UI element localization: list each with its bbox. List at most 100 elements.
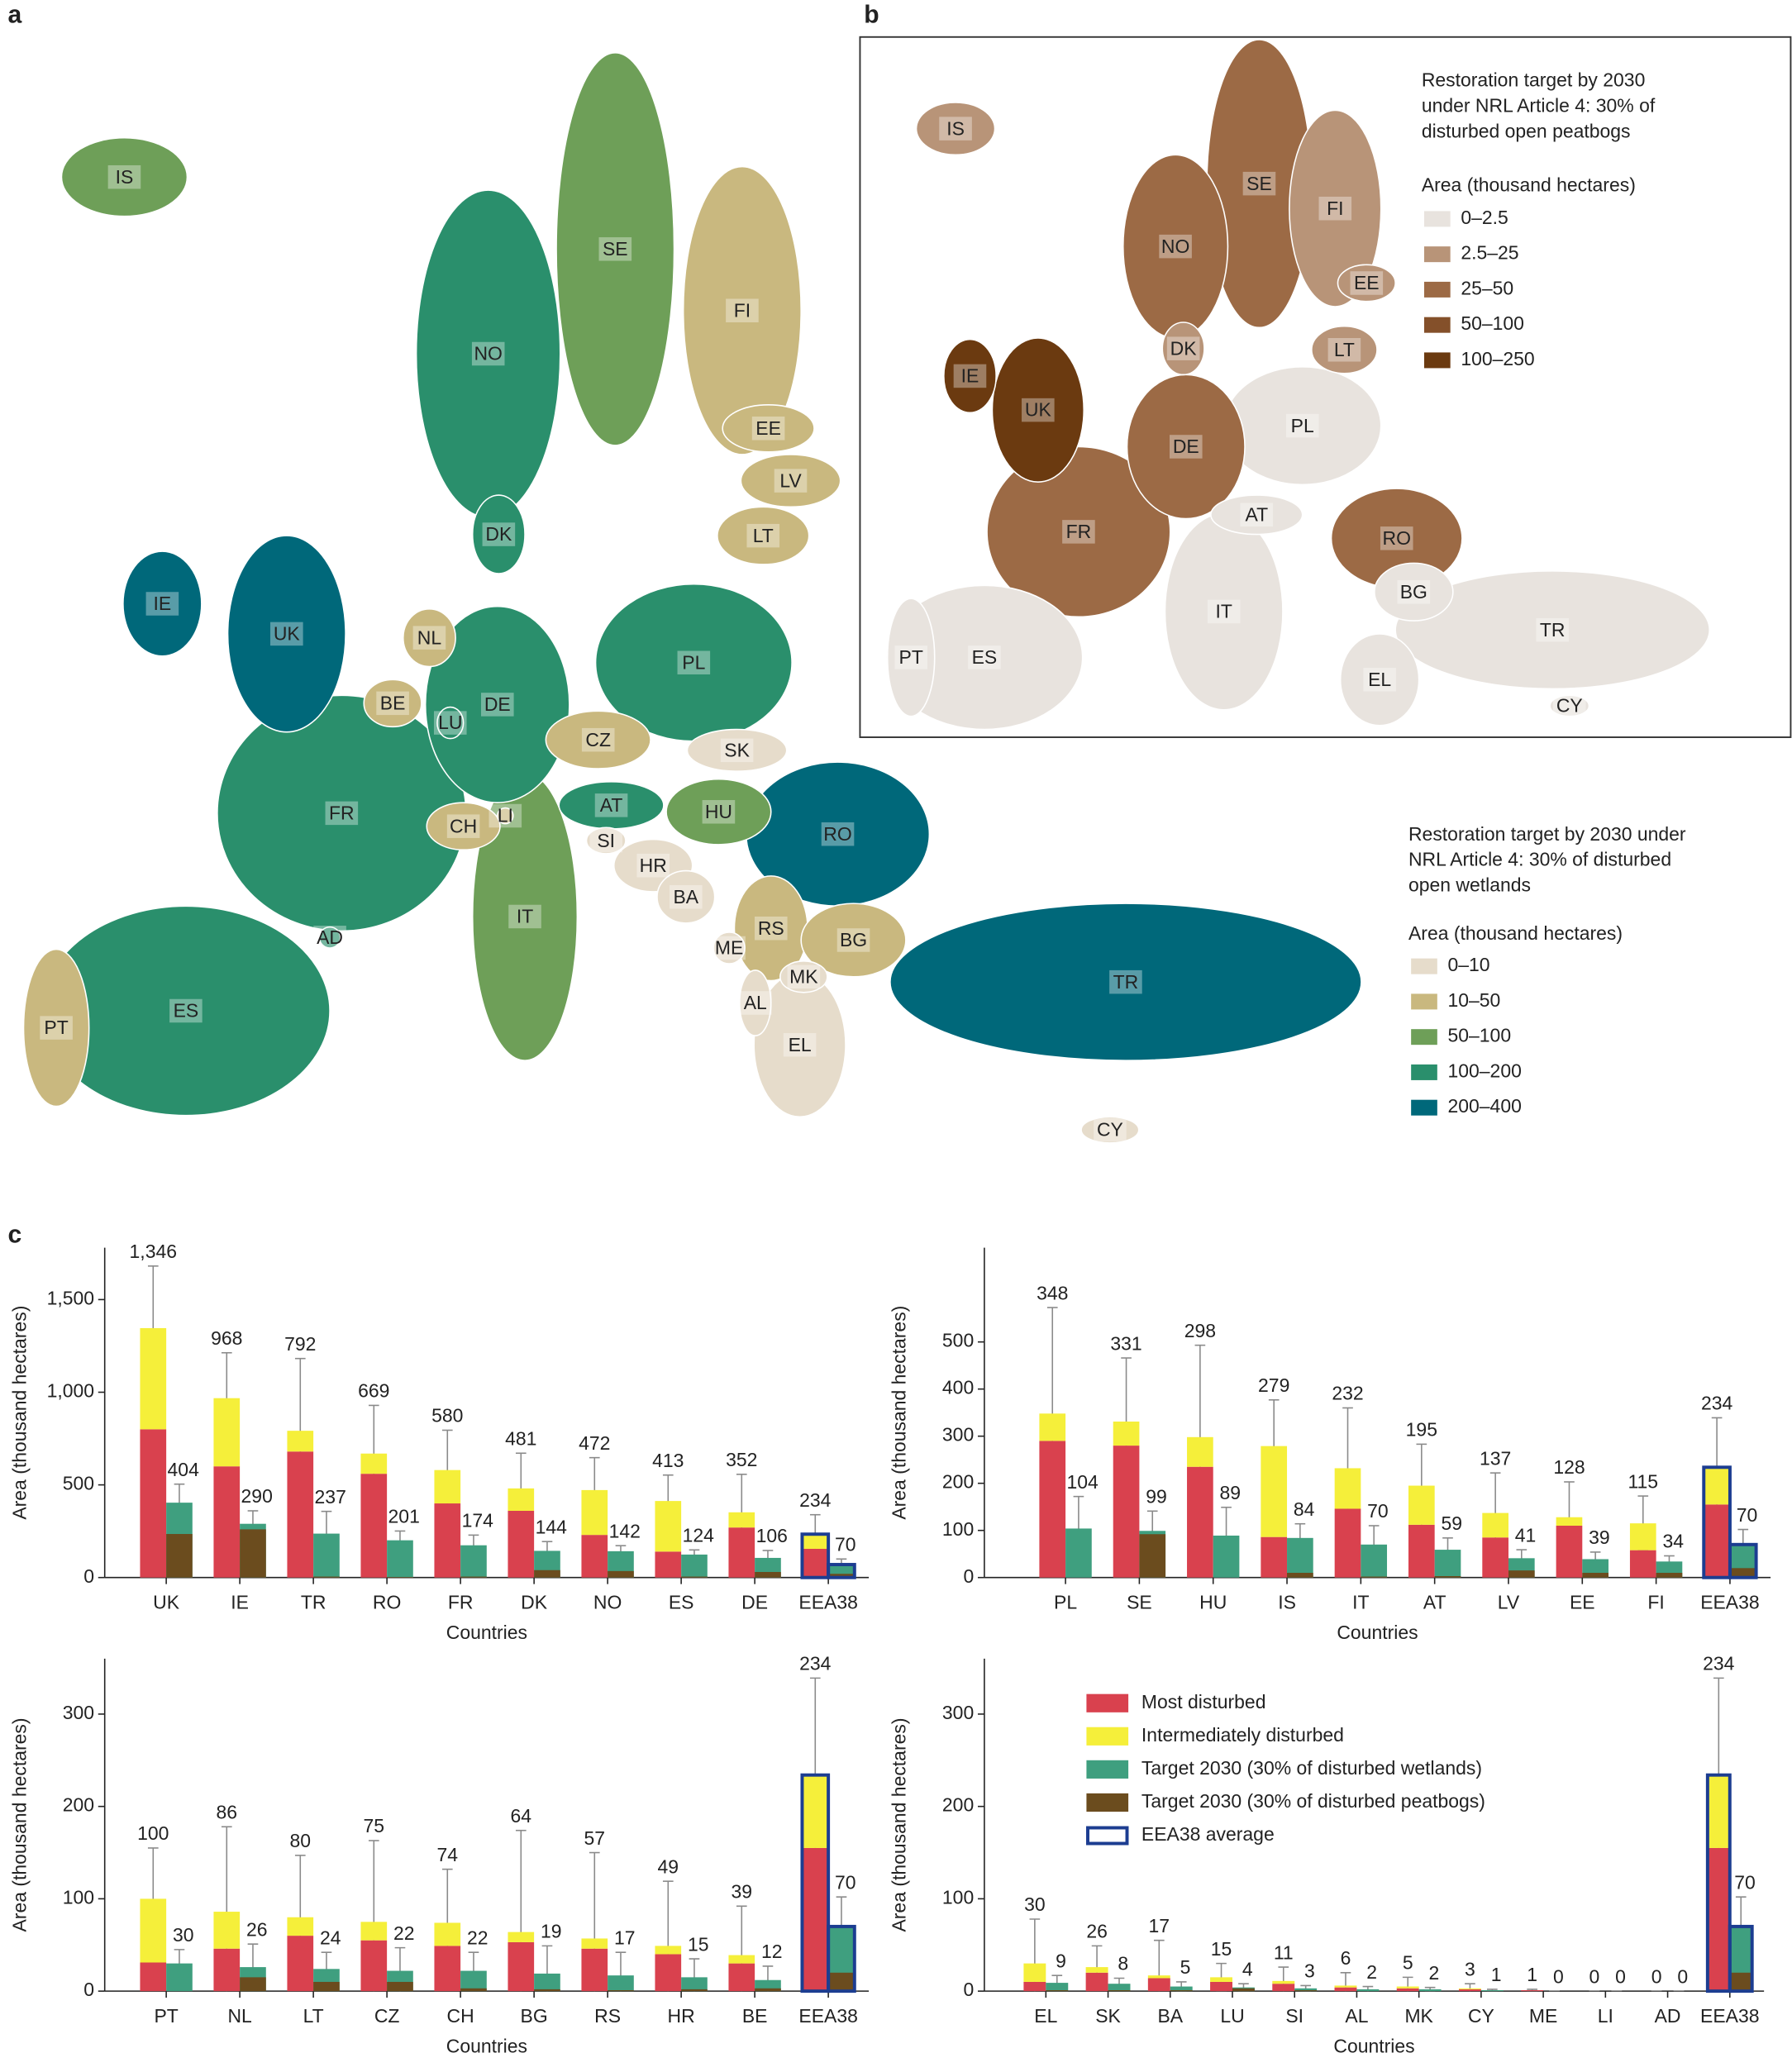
country-label: PT [899,646,923,668]
x-tick-label: DK [521,1591,548,1612]
y-tick-label: 0 [83,1565,94,1587]
total-label: 26 [1086,1921,1108,1942]
country-label: IT [517,906,533,927]
country-label-box [677,650,711,675]
total-label: 86 [217,1801,238,1822]
legend-subtitle: Area (thousand hectares) [1408,922,1623,944]
y-tick-label: 300 [942,1424,974,1446]
country-label-box [508,904,541,929]
country-shape [656,869,716,924]
target-label: 0 [1677,1965,1688,1987]
x-tick-label: AT [1423,1591,1446,1612]
bar-target-peatbogs [1656,1573,1683,1578]
x-tick-label: EEA38 [798,2005,857,2027]
total-label: 115 [1628,1470,1658,1492]
total-label: 298 [1184,1320,1216,1341]
country-shape [1337,264,1396,302]
country-shape [885,584,1084,731]
country-label: FR [1066,521,1092,542]
total-label: 234 [1703,1653,1735,1674]
country-label: DE [1173,436,1199,457]
bar-intermediately-disturbed [434,1469,461,1504]
y-tick-label: 100 [942,1518,974,1540]
x-tick-label: EL [1034,2005,1057,2027]
country-label: ME [715,937,743,959]
country-label-box [1363,668,1396,692]
x-tick-label: HR [668,2005,695,2027]
target-label: 30 [173,1924,194,1946]
target-label: 0 [1615,1965,1626,1987]
total-label: 234 [1701,1393,1733,1414]
bar-most-disturbed [1521,1990,1544,1992]
bar-target-peatbogs [313,1576,340,1578]
x-tick-label: UK [153,1591,180,1612]
total-label: 279 [1258,1374,1289,1396]
legend-title: Restoration target by 2030 under [1408,823,1686,845]
x-tick-label: NO [593,1591,622,1612]
x-tick-label: BG [521,2005,548,2027]
x-tick-label: RS [594,2005,621,2027]
country-label: CY [1556,695,1583,717]
bar-target-wetlands [1418,1989,1442,1992]
country-label-box [594,793,628,817]
country-label: DE [484,693,511,715]
bar-target-wetlands [1434,1550,1461,1578]
total-label: 195 [1406,1419,1437,1441]
bar-most-disturbed [287,1936,314,1992]
country-label: NL [417,626,441,648]
country-shape [60,136,188,217]
bar-target-wetlands [1480,1990,1504,1992]
x-tick-label: CZ [374,2005,400,2027]
legend-label: 0–10 [1448,954,1490,975]
country-label-box [1327,338,1361,362]
country-label-box [145,592,179,616]
bar-target-peatbogs [313,1981,340,1992]
country-label-box [836,928,870,952]
y-tick-label: 1,000 [47,1380,94,1402]
bar-most-disturbed [1113,1446,1140,1578]
country-label-box [774,469,808,493]
panel-letter: c [8,1221,22,1248]
bar-most-disturbed [1408,1524,1435,1578]
country-label: SE [1246,173,1272,194]
country-label: DK [485,523,512,545]
country-label-box [1159,234,1192,259]
x-tick-label: AL [1345,2005,1368,2027]
bar-target-wetlands [1108,1984,1131,1992]
bar-panel: 0 500 1,000 1,500 Countries Area (thousand he… [8,1241,870,1643]
country-label-box [1240,503,1274,527]
country-shape [686,728,788,772]
total-label: 1 [1527,1964,1537,1985]
bar-target-wetlands [387,1540,413,1578]
target-label: 404 [168,1459,200,1480]
bar-target-peatbogs [1582,1573,1609,1578]
target-label: 2 [1428,1962,1439,1984]
bar-most-disturbed [1187,1466,1213,1578]
country-label-box [1169,435,1203,459]
country-label-box [471,341,505,366]
country-shape [22,948,90,1107]
bar-intermediately-disturbed [1556,1517,1583,1526]
y-tick-label: 500 [63,1473,94,1494]
country-label-box [480,693,514,717]
bar-most-disturbed [1039,1441,1066,1578]
bar-intermediately-disturbed [140,1898,167,1963]
bar-most-disturbed [1023,1981,1046,1992]
target-label: 99 [1146,1486,1167,1508]
country-label: UK [1025,399,1052,421]
bar-target-peatbogs [1139,1534,1166,1578]
x-axis-label: Countries [446,1622,527,1643]
x-tick-label: DE [741,1591,768,1612]
target-label: 34 [1662,1531,1684,1552]
bar-intermediately-disturbed [1085,1967,1108,1973]
country-label: BA [674,886,699,907]
total-label: 669 [358,1380,389,1402]
legend-swatch [1086,1826,1129,1846]
country-label: LI [498,805,513,826]
country-label-box [598,237,632,261]
bar-intermediately-disturbed [1272,1980,1295,1984]
legend-label: Intermediately disturbed [1141,1724,1344,1746]
target-label: 70 [835,1534,856,1555]
x-tick-label: BA [1157,2005,1183,2027]
country-shape [424,605,570,803]
